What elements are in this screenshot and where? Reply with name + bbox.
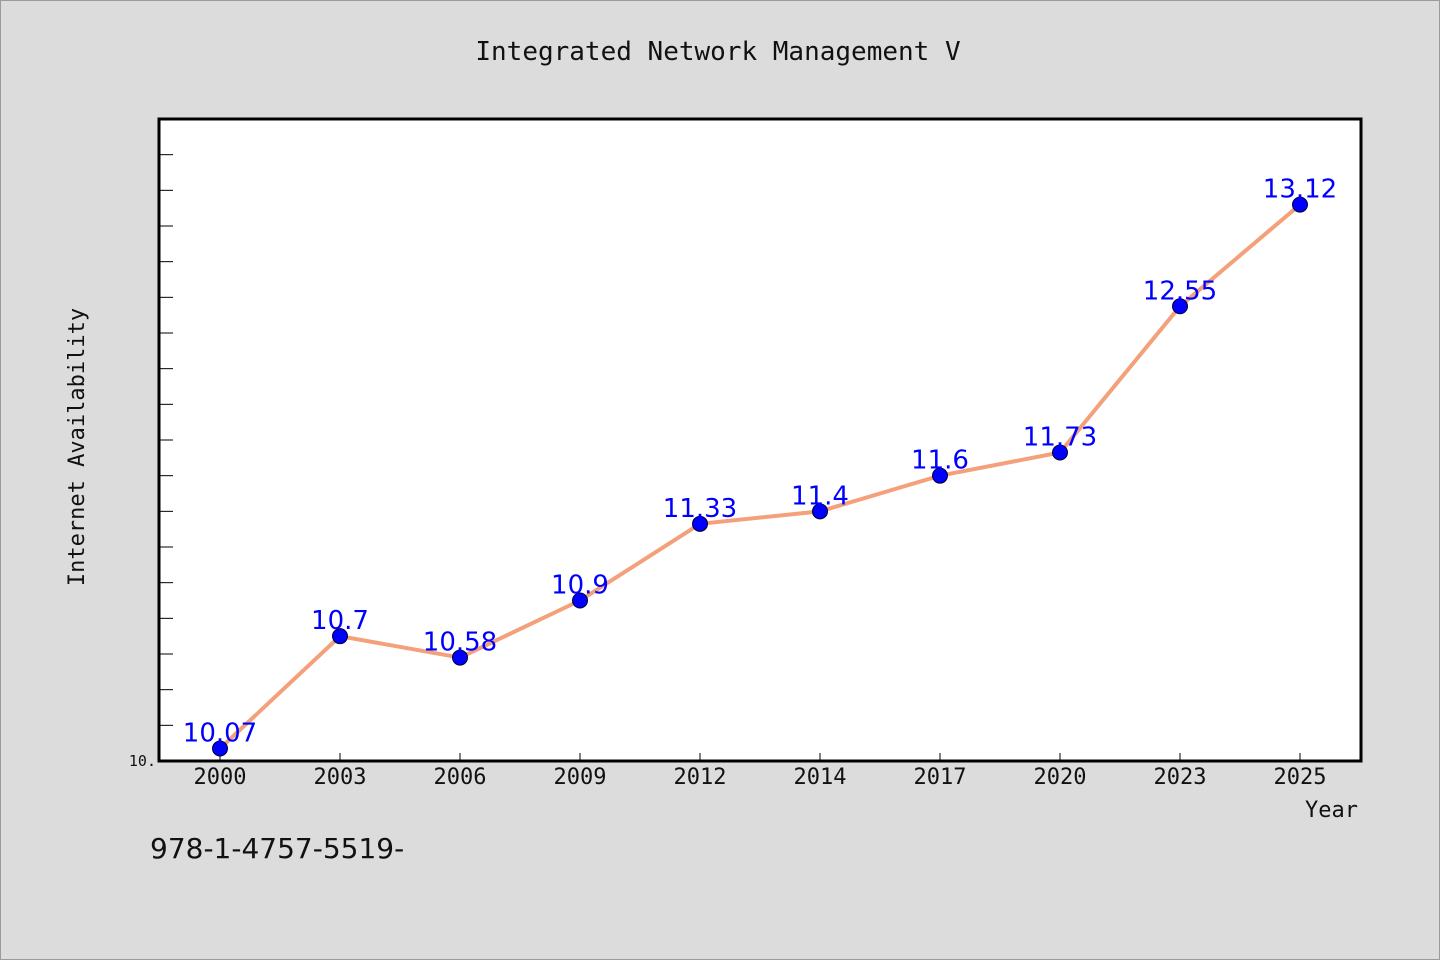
- data-point: [572, 592, 588, 609]
- data-point: [332, 628, 348, 645]
- y-axis-label: Internet Availability: [65, 308, 90, 586]
- y-axis-tick-labels: 10.: [129, 752, 156, 770]
- series-lines: [218, 203, 1302, 750]
- data-label: 10.07: [183, 719, 257, 749]
- x-tick-label: 2017: [914, 765, 967, 790]
- data-labels: 10.07 10.7 10.58 10.9 11.33 11.4 11.6 11.73 12.5…: [183, 175, 1337, 749]
- plot-area: [157, 117, 1363, 763]
- data-label: 10.58: [423, 628, 497, 658]
- x-tick-label: 2014: [794, 765, 847, 790]
- series-markers: [212, 196, 1308, 757]
- data-label: 10.9: [551, 571, 609, 601]
- data-point: [1052, 444, 1068, 461]
- y-tick-label: 10.: [129, 752, 156, 770]
- data-point: [692, 515, 708, 532]
- x-tick-label: 2023: [1154, 765, 1207, 790]
- data-label: 11.6: [911, 446, 969, 476]
- x-tick-label: 2025: [1274, 765, 1327, 790]
- chart-title: Integrated Network Management V: [475, 37, 960, 67]
- x-tick-label: 2000: [194, 765, 247, 790]
- data-point: [1292, 196, 1308, 213]
- x-axis-ticks: [219, 753, 1301, 761]
- data-point: [932, 467, 948, 484]
- y-axis-ticks: [159, 154, 173, 726]
- x-tick-label: 2009: [554, 765, 607, 790]
- data-point: [452, 649, 468, 666]
- data-label: 10.7: [311, 606, 369, 636]
- series-line: [218, 203, 1302, 750]
- data-label: 11.33: [663, 494, 737, 524]
- footnote: 978-1-4757-5519-: [150, 832, 405, 865]
- data-point: [212, 740, 228, 757]
- data-label: 13.12: [1263, 175, 1337, 205]
- x-axis-label: Year: [1305, 798, 1358, 823]
- data-label: 11.73: [1023, 422, 1097, 452]
- x-tick-label: 2006: [434, 765, 487, 790]
- data-point: [812, 503, 828, 520]
- data-label: 12.55: [1143, 276, 1217, 306]
- x-tick-label: 2003: [314, 765, 367, 790]
- data-label: 11.4: [791, 481, 849, 511]
- x-tick-label: 2020: [1034, 765, 1087, 790]
- x-axis-tick-labels: 2000 2003 2006 2009 2012 2014 2017 2020 2023 2025: [194, 765, 1327, 790]
- x-tick-label: 2012: [674, 765, 727, 790]
- data-point: [1172, 298, 1188, 315]
